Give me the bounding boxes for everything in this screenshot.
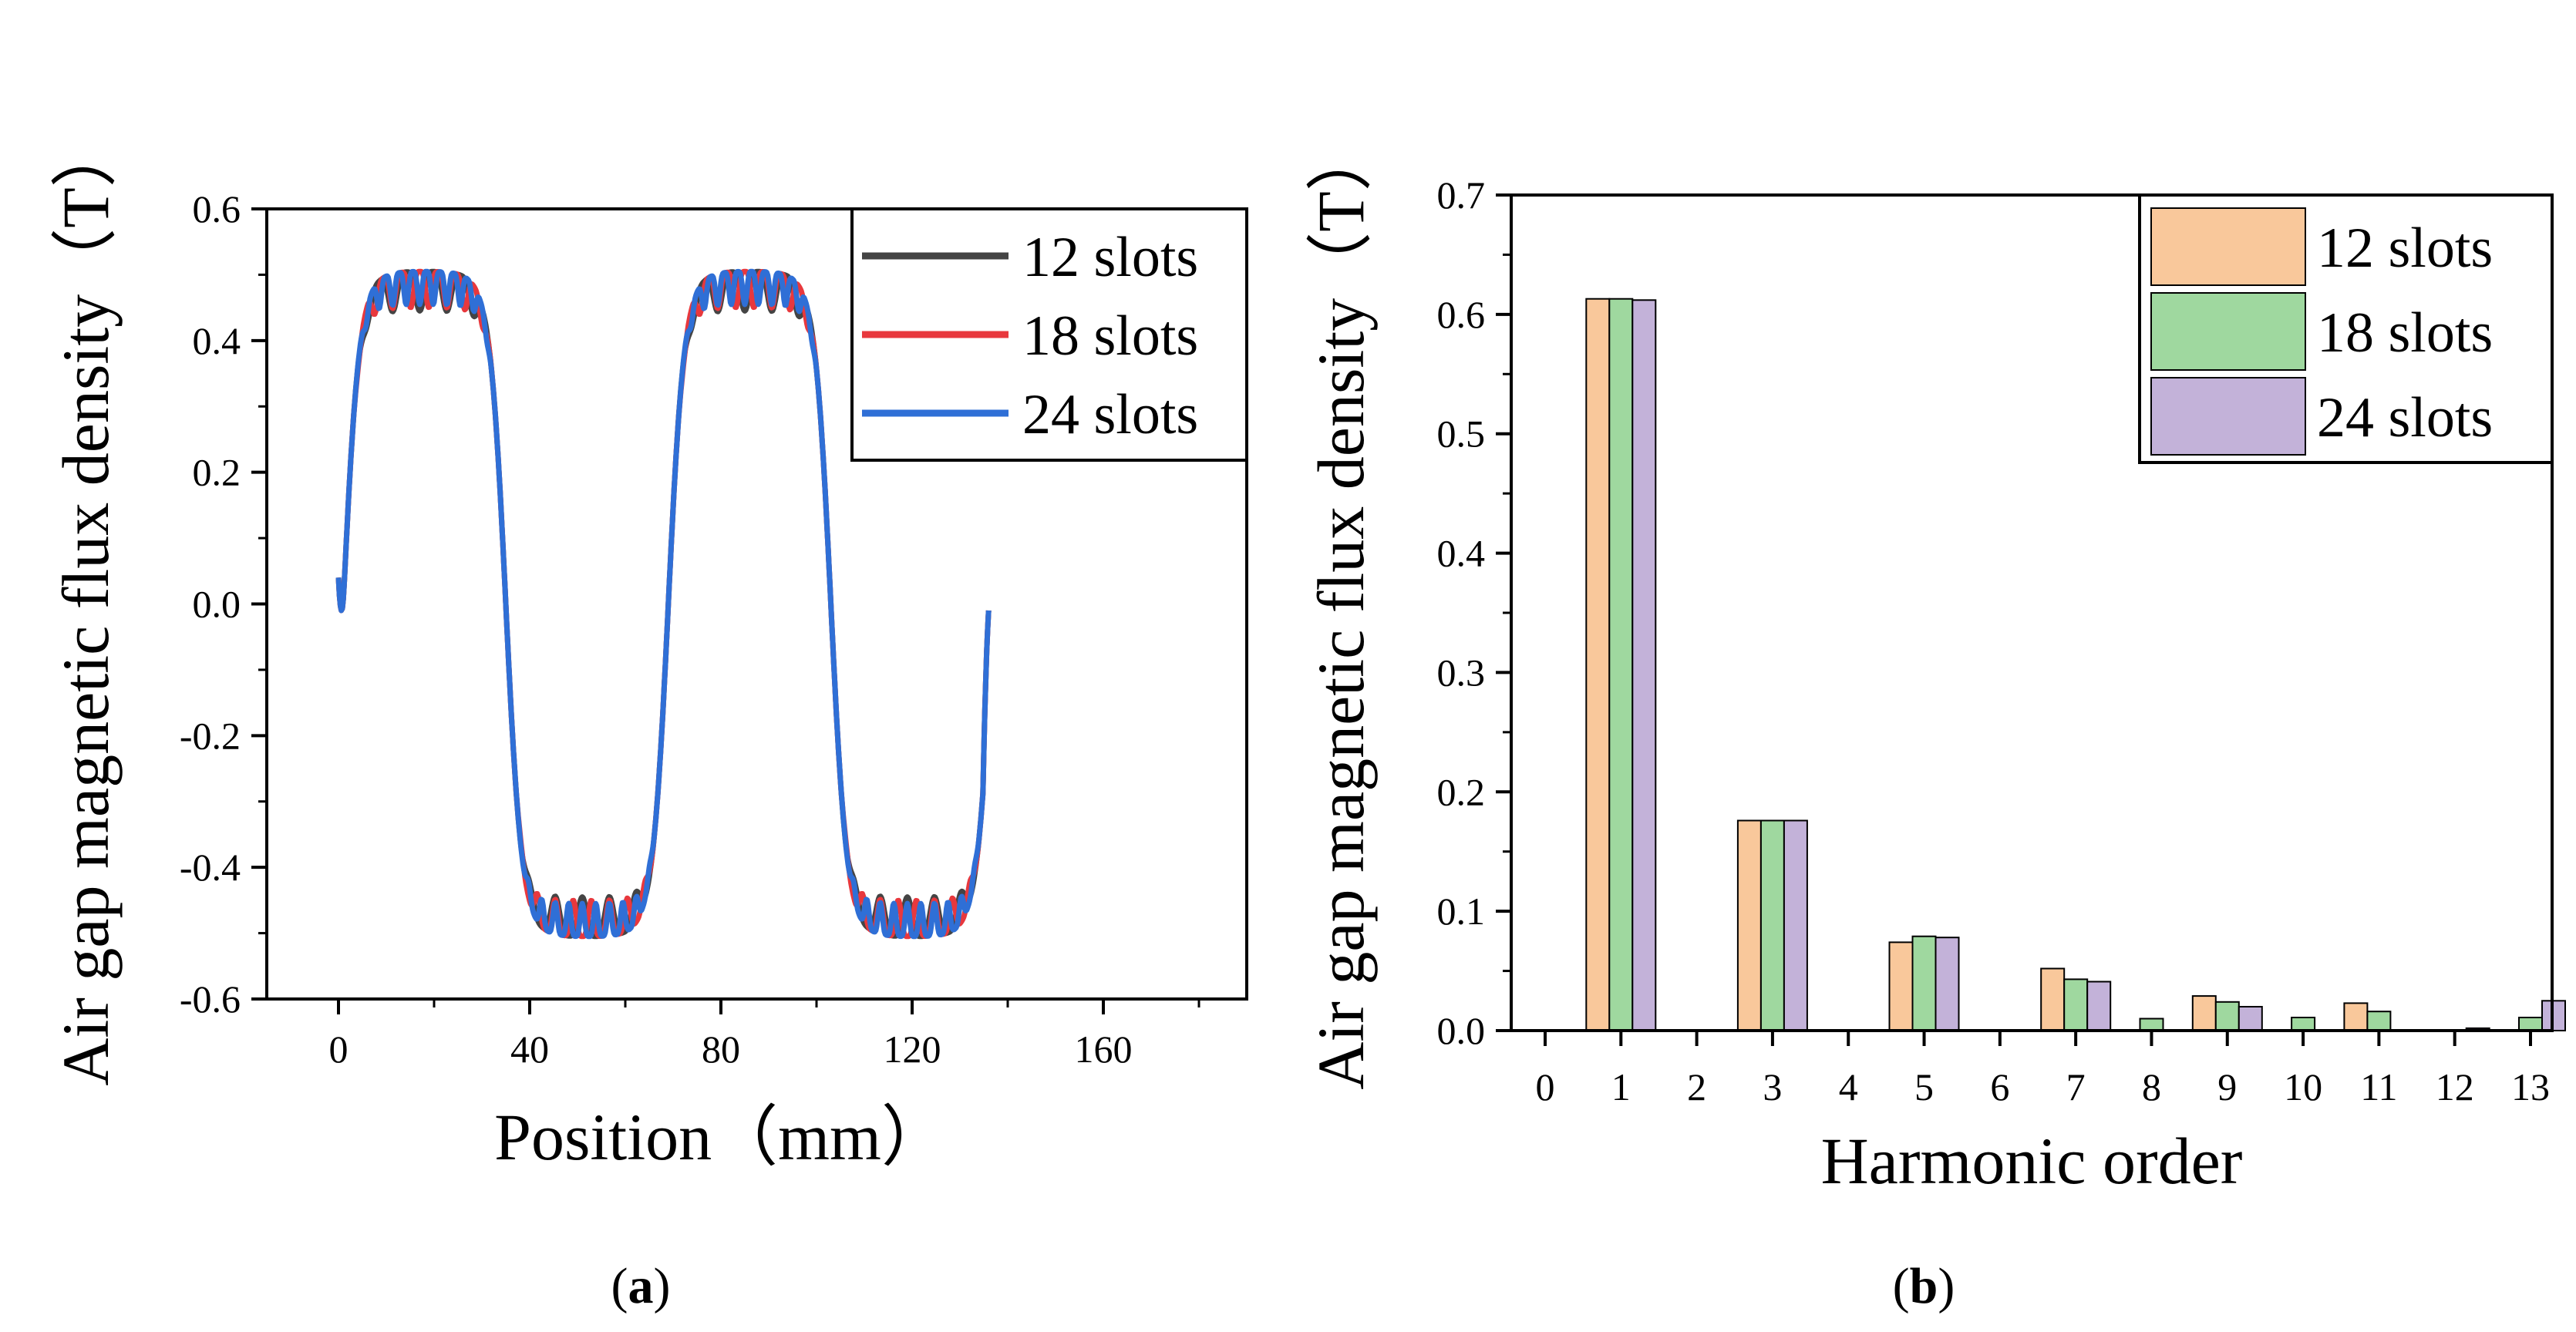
chart-b-bar-18-slots-h11 (2366, 1011, 2392, 1031)
chart-b-legend-label: 12 slots (2317, 217, 2493, 280)
chart-b-bar-18-slots-h1 (1608, 298, 1634, 1031)
panel-label-a-letter: a (628, 1258, 654, 1314)
chart-a-x-tick-label: 40 (510, 1028, 549, 1071)
chart-b-y-axis-label: Air gap magnetic flux density（T） (1304, 125, 1378, 1090)
chart-b-y-tick-label: 0.3 (1437, 651, 1486, 694)
chart-b-bar-18-slots-h13 (2518, 1017, 2543, 1031)
chart-b-y-tick-label: 0.5 (1437, 412, 1486, 456)
chart-a-y-tick-label: -0.6 (180, 977, 241, 1021)
chart-b-bar-12-slots-h9 (2191, 995, 2217, 1031)
chart-b-x-tick-label: 6 (1990, 1065, 2009, 1108)
chart-a-x-tick-label: 0 (329, 1028, 349, 1071)
chart-b-y-tick-label: 0.7 (1437, 173, 1486, 217)
chart-a-x-tick-label: 80 (702, 1028, 740, 1071)
chart-a: 0 40 80 120 160 -0.6 -0.4 -0.2 0.0 0.2 0.4 0.6 12 s… (49, 121, 1248, 1314)
chart-b-bar-12-slots-h3 (1736, 819, 1762, 1031)
chart-b-x-tick-label: 10 (2284, 1065, 2322, 1108)
chart-b-x-tick-label: 5 (1914, 1065, 1934, 1108)
chart-b-x-tick-label: 7 (2066, 1065, 2086, 1108)
chart-a-legend-label: 18 slots (1022, 304, 1198, 368)
chart-b-legend-swatch (2150, 207, 2306, 286)
chart-b-y-tick-label: 0.0 (1437, 1009, 1486, 1052)
chart-b-bar-24-slots-h3 (1783, 819, 1808, 1031)
chart-a-y-tick-label: -0.2 (180, 714, 241, 757)
chart-b-bar-12-slots-h11 (2343, 1002, 2369, 1032)
chart-b-bar-18-slots-h5 (1911, 935, 1937, 1031)
chart-b-bar-18-slots-h3 (1759, 819, 1785, 1031)
chart-b-legend-label: 18 slots (2317, 301, 2493, 365)
chart-a-legend: 12 slots 18 slots 24 slots (850, 207, 1248, 462)
chart-a-x-tick-label: 120 (884, 1028, 941, 1071)
chart-b-y-tick-label: 0.4 (1437, 532, 1486, 575)
chart-a-ticks: 0 40 80 120 160 -0.6 -0.4 -0.2 0.0 0.2 0.4 0.6 (180, 187, 1200, 1071)
chart-b-legend-swatch (2150, 292, 2306, 371)
chart-a-y-axis-label: Air gap magnetic flux density（T） (49, 121, 123, 1086)
chart-b-bar-18-slots-h7 (2063, 978, 2089, 1032)
chart-b-y-tick-label: 0.6 (1437, 293, 1486, 336)
chart-a-y-tick-label: 0.6 (193, 187, 241, 230)
chart-a-y-tick-label: -0.4 (180, 846, 241, 889)
chart-a-y-tick-label: 0.2 (193, 451, 241, 494)
chart-b-legend-swatch (2150, 377, 2306, 456)
chart-b-bar-24-slots-h1 (1631, 299, 1657, 1031)
panel-label-b-letter: b (1910, 1258, 1938, 1314)
chart-b-ticks: 0 1 2 3 4 5 6 7 8 9 10 11 12 130.00.10.20.30.40.50.60… (1437, 173, 2551, 1108)
chart-b-x-tick-label: 8 (2142, 1065, 2161, 1108)
chart-b-x-tick-label: 13 (2511, 1065, 2550, 1108)
chart-a-line-24-slots (335, 268, 992, 940)
chart-b-bar-18-slots-h8 (2139, 1018, 2164, 1031)
chart-b-legend-label: 24 slots (2317, 386, 2493, 449)
chart-b-bar-24-slots-h7 (2086, 980, 2112, 1031)
chart-b-x-tick-label: 1 (1611, 1065, 1631, 1108)
panel-label-b: (b) (1893, 1258, 1955, 1314)
chart-b-bar-18-slots-h10 (2291, 1017, 2316, 1031)
chart-b-bar-24-slots-h5 (1935, 937, 1960, 1031)
panel-label-a: (a) (611, 1258, 671, 1314)
chart-b-bar-12-slots-h5 (1888, 941, 1914, 1032)
chart-b-bar-24-slots-h9 (2238, 1006, 2263, 1031)
chart-a-legend-label: 12 slots (1022, 226, 1198, 289)
chart-b-y-tick-label: 0.2 (1437, 770, 1486, 813)
chart-b-x-tick-label: 4 (1839, 1065, 1858, 1108)
chart-b-x-axis-label: Harmonic order (1821, 1124, 2243, 1198)
chart-b: 0 1 2 3 4 5 6 7 8 9 10 11 12 130.00.10.20.30.40.50.60… (1304, 125, 2566, 1314)
chart-a-x-tick-label: 160 (1075, 1028, 1133, 1071)
chart-a-y-tick-label: 0.4 (193, 319, 241, 362)
chart-a-x-axis-label: Position（mm） (494, 1100, 948, 1174)
chart-a-legend-label: 24 slots (1022, 383, 1198, 446)
chart-b-x-tick-label: 3 (1763, 1065, 1782, 1108)
chart-b-x-tick-label: 9 (2217, 1065, 2237, 1108)
chart-b-legend: 12 slots 18 slots 24 slots (2138, 193, 2554, 464)
chart-b-bar-12-slots-h1 (1585, 298, 1611, 1031)
chart-b-x-tick-label: 0 (1536, 1065, 1555, 1108)
chart-b-bar-18-slots-h9 (2214, 1001, 2240, 1032)
chart-b-x-tick-label: 2 (1687, 1065, 1706, 1108)
chart-a-y-tick-label: 0.0 (193, 583, 241, 626)
chart-b-y-tick-label: 0.1 (1437, 890, 1486, 933)
chart-b-bar-12-slots-h7 (2040, 967, 2066, 1031)
chart-b-x-tick-label: 11 (2360, 1065, 2397, 1108)
chart-b-x-tick-label: 12 (2436, 1065, 2474, 1108)
chart-a-series-lines (335, 268, 992, 940)
